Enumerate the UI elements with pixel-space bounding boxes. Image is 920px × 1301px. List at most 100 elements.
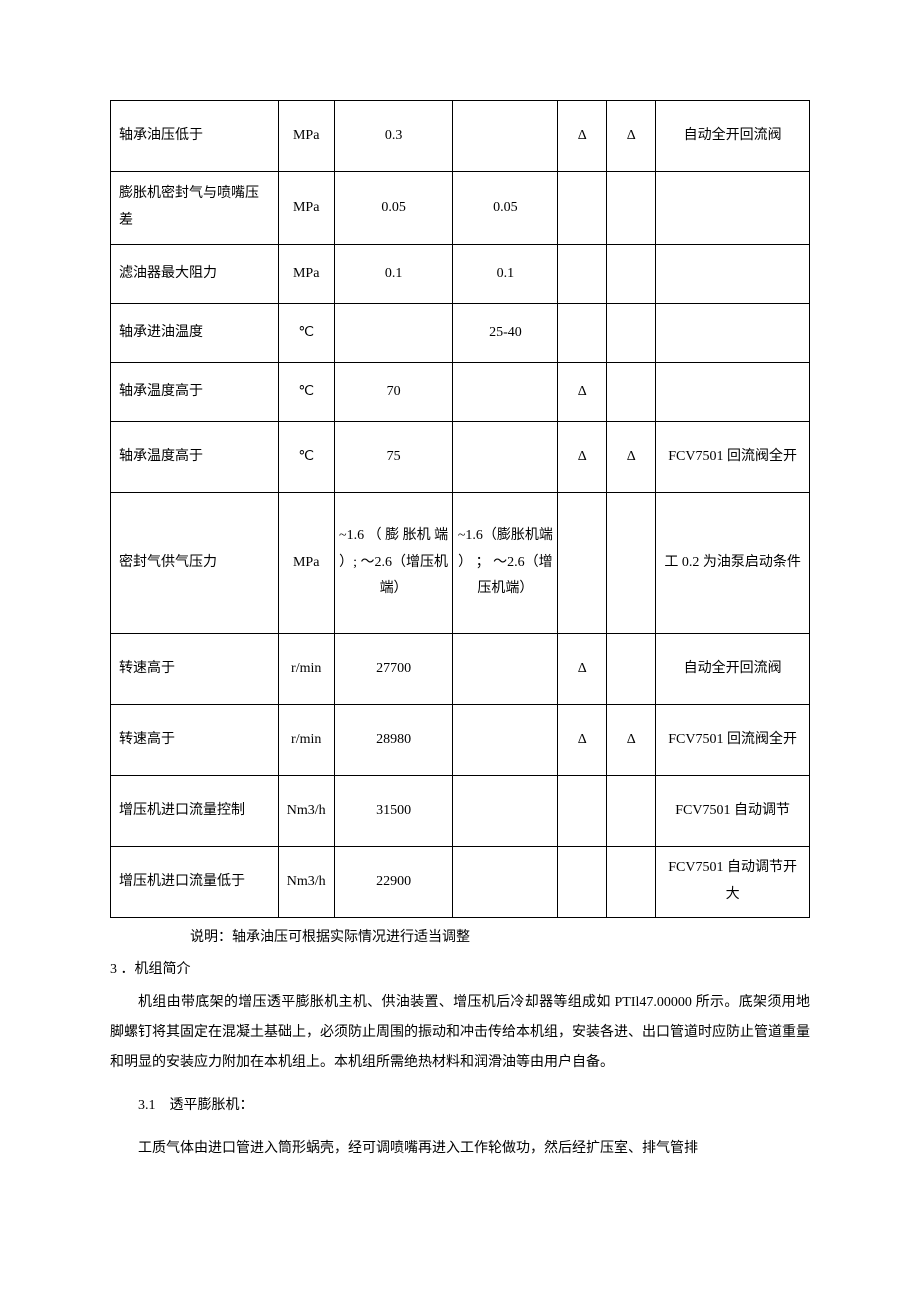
cell-text: [731, 383, 735, 395]
cell-text: [731, 324, 735, 336]
table-row: 滤油器最大阻力MPa0.10.1: [111, 245, 810, 304]
cell-text: 自动全开回流阀: [682, 650, 784, 689]
table-row: 转速高于r/min27700Δ自动全开回流阀: [111, 634, 810, 705]
cell-text: [629, 324, 633, 336]
cell-text: [503, 383, 507, 395]
cell-text: Δ: [576, 650, 589, 689]
table-row: 转速高于r/min28980ΔΔFCV7501 回流阀全开: [111, 705, 810, 776]
table-cell: 31500: [334, 776, 453, 847]
cell-text: 0.05: [491, 189, 520, 228]
subsection-title-3-1: 3.1 透平膨胀机：: [110, 1092, 810, 1120]
cell-text: Δ: [625, 117, 638, 156]
cell-text: Δ: [625, 438, 638, 477]
table-cell: ℃: [278, 304, 334, 363]
table-cell: Δ: [558, 363, 607, 422]
table-cell: [607, 493, 656, 634]
table-row: 轴承温度高于℃70Δ: [111, 363, 810, 422]
section-3-paragraph: 机组由带底架的增压透平膨胀机主机、供油装置、增压机后冷却器等组成如 PTIl47…: [110, 988, 810, 1078]
table-row: 增压机进口流量控制Nm3/h31500FCV7501 自动调节: [111, 776, 810, 847]
document-page: 轴承油压低于MPa0.3ΔΔ自动全开回流阀膨胀机密封气与喷嘴压差MPa0.050…: [0, 0, 920, 1224]
cell-text: 22900: [374, 863, 413, 902]
table-cell: 滤油器最大阻力: [111, 245, 279, 304]
table-cell: 28980: [334, 705, 453, 776]
cell-text: 膨胀机密封气与喷嘴压差: [117, 175, 274, 240]
cell-text: 0.1: [383, 255, 405, 294]
cell-text: [629, 383, 633, 395]
table-cell: 增压机进口流量低于: [111, 847, 279, 918]
table-row: 增压机进口流量低于Nm3/h 22900 FCV7501 自动调节开大: [111, 847, 810, 918]
table-cell: FCV7501 自动调节开大: [656, 847, 810, 918]
cell-text: 滤油器最大阻力: [117, 255, 219, 294]
table-cell: [453, 422, 558, 493]
table-cell: Δ: [558, 101, 607, 172]
cell-text: [580, 873, 584, 885]
cell-text: 31500: [374, 792, 413, 831]
table-cell: MPa: [278, 493, 334, 634]
cell-text: 75: [385, 438, 403, 477]
cell-text: [503, 660, 507, 672]
table-cell: [558, 172, 607, 245]
cell-text: [503, 873, 507, 885]
cell-text: MPa: [291, 544, 321, 583]
table-cell: MPa: [278, 172, 334, 245]
table-cell: [607, 172, 656, 245]
table-cell: 轴承油压低于: [111, 101, 279, 172]
cell-text: [503, 127, 507, 139]
table-cell: Δ: [558, 422, 607, 493]
table-row: 轴承温度高于 ℃ 75 ΔΔ FCV7501 回流阀全开: [111, 422, 810, 493]
table-cell: 0.1: [334, 245, 453, 304]
cell-text: Nm3/h: [285, 792, 328, 831]
table-cell: [558, 304, 607, 363]
cell-text: 工 0.2 为油泵启动条件: [662, 544, 803, 583]
table-cell: [607, 847, 656, 918]
table-cell: [656, 363, 810, 422]
cell-text: FCV7501 回流阀全开: [666, 721, 799, 760]
table-cell: [453, 776, 558, 847]
table-cell: [656, 245, 810, 304]
cell-text: FCV7501 自动调节开大: [660, 849, 805, 914]
cell-text: [629, 265, 633, 277]
cell-text: [503, 802, 507, 814]
cell-text: ~1.6 （ 膨 胀机 端 ）; ～2.6（增压机端）: [335, 517, 453, 609]
table-cell: Δ: [607, 422, 656, 493]
table-cell: 自动全开回流阀: [656, 101, 810, 172]
cell-text: r/min: [289, 721, 323, 760]
table-cell: 0.05: [453, 172, 558, 245]
cell-text: FCV7501 回流阀全开: [666, 438, 799, 477]
cell-text: ~1.6（膨胀机端 ） ； ～2.6（增压机端）: [453, 517, 557, 609]
table-cell: ℃: [278, 422, 334, 493]
table-cell: 22900: [334, 847, 453, 918]
cell-text: Δ: [625, 721, 638, 760]
cell-text: 轴承油压低于: [117, 117, 205, 156]
cell-text: 28980: [374, 721, 413, 760]
table-row: 轴承油压低于MPa0.3ΔΔ自动全开回流阀: [111, 101, 810, 172]
table-cell: [558, 245, 607, 304]
table-cell: 轴承温度高于: [111, 363, 279, 422]
cell-text: 轴承温度高于: [117, 438, 205, 477]
table-cell: Nm3/h: [278, 847, 334, 918]
table-row: 密封气供气压力 MPa ~1.6 （ 膨 胀机 端 ）; ～2.6（增压机端）~1.…: [111, 493, 810, 634]
table-cell: Nm3/h: [278, 776, 334, 847]
table-row: 轴承进油温度 ℃ 25-40: [111, 304, 810, 363]
cell-text: FCV7501 自动调节: [673, 792, 792, 831]
table-cell: [453, 363, 558, 422]
table-cell: 25-40: [453, 304, 558, 363]
cell-text: [731, 265, 735, 277]
cell-text: 轴承温度高于: [117, 373, 205, 412]
cell-text: MPa: [291, 189, 321, 228]
table-cell: Δ: [607, 705, 656, 776]
cell-text: 27700: [374, 650, 413, 689]
cell-text: 密封气供气压力: [117, 544, 219, 583]
cell-text: [629, 802, 633, 814]
table-cell: [453, 634, 558, 705]
cell-text: 转速高于: [117, 650, 177, 689]
cell-text: 轴承进油温度: [117, 314, 205, 353]
table-note: 说明：轴承油压可根据实际情况进行适当调整: [190, 924, 810, 952]
cell-text: MPa: [291, 117, 321, 156]
table-cell: [334, 304, 453, 363]
cell-text: 0.1: [495, 255, 517, 294]
table-cell: [453, 705, 558, 776]
table-cell: Δ: [558, 634, 607, 705]
cell-text: [629, 873, 633, 885]
cell-text: [580, 802, 584, 814]
